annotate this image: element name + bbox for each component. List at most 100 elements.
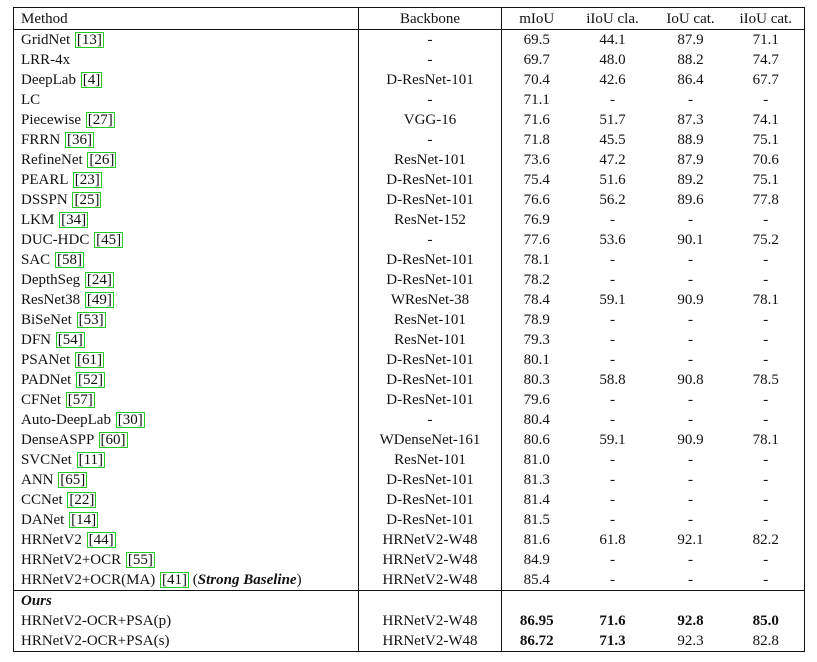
citation-ref[interactable]: [23] [72, 172, 102, 188]
cell-iiou-cla: - [610, 92, 615, 108]
cell-miou: 69.7 [501, 50, 572, 70]
citation-ref[interactable]: [60] [98, 432, 128, 448]
cell-iiou-cla: - [610, 352, 615, 368]
cell-backbone: HRNetV2-W48 [358, 530, 502, 550]
cell-miou: 77.6 [501, 230, 572, 250]
citation-ref[interactable]: [53] [76, 312, 106, 328]
citation-ref[interactable]: [55] [125, 552, 155, 568]
cell-method: RefineNet [26] [13, 150, 359, 170]
table-row: PEARL [23] D-ResNet-101 75.4 51.6 89.2 75.1 [13, 170, 805, 190]
citation-ref[interactable]: [49] [84, 292, 114, 308]
cell-miou: 78.1 [501, 250, 572, 270]
citation-ref[interactable]: [52] [76, 372, 106, 388]
cell-iiou-cat: - [727, 470, 805, 490]
cell-iou-cat: 90.9 [677, 432, 704, 448]
citation-ref[interactable]: [54] [55, 332, 85, 348]
cell-miou: 85.4 [501, 570, 572, 591]
citation-ref[interactable]: [65] [58, 472, 88, 488]
cell-iiou-cla: 61.8 [599, 532, 626, 548]
citation-ref[interactable]: [14] [69, 512, 99, 528]
citation-number: 34 [66, 212, 82, 228]
citation-number: 41 [167, 572, 183, 588]
cell-method: HRNetV2+OCR(MA) [41] (Strong Baseline) [13, 570, 359, 591]
cell-iiou-cla: 71.3 [571, 631, 654, 652]
citation-number: 44 [93, 532, 109, 548]
citation-ref[interactable]: [24] [84, 272, 114, 288]
citation-number: 57 [72, 392, 88, 408]
citation-number: 55 [132, 552, 148, 568]
table-row: FRRN [36] -71.8 45.5 88.9 75.1 [13, 130, 805, 150]
citation-number: 14 [76, 512, 92, 528]
cell-iiou-cla: - [610, 392, 615, 408]
cell-iiou-cat: 74.7 [727, 50, 805, 70]
cell-method: DenseASPP [60] [13, 430, 359, 450]
citation-number: 58 [61, 252, 77, 268]
citation-ref[interactable]: [57] [65, 392, 95, 408]
cell-iou-cat: 88.2 [677, 52, 704, 68]
citation-ref[interactable]: [36] [64, 132, 94, 148]
cell-iou-cat: - [688, 492, 693, 508]
citation-ref[interactable]: [30] [115, 412, 145, 428]
table-row: CFNet [57] D-ResNet-101 79.6- - - [13, 390, 805, 410]
cell-miou: 86.72 [501, 631, 572, 652]
cell-backbone: WResNet-38 [358, 290, 502, 310]
cell-backbone: ResNet-101 [358, 450, 502, 470]
citation-ref[interactable]: [45] [94, 232, 124, 248]
citation-ref[interactable]: [41] [160, 572, 190, 588]
citation-ref[interactable]: [13] [74, 32, 104, 48]
cell-backbone: D-ResNet-101 [358, 470, 502, 490]
cell-iou-cat: 90.9 [677, 292, 704, 308]
table-row: ResNet38 [49] WResNet-38 78.4 59.1 90.9 78.1 [13, 290, 805, 310]
citation-ref[interactable]: [58] [54, 252, 84, 268]
method-name: SAC [21, 252, 51, 268]
cell-iiou-cla: 48.0 [599, 52, 626, 68]
cell-method: HRNetV2-OCR+PSA(s) [13, 631, 359, 652]
cell-method: DepthSeg [24] [13, 270, 359, 290]
cell-backbone: D-ResNet-101 [358, 270, 502, 290]
citation-ref[interactable]: [44] [86, 532, 116, 548]
cell-iiou-cla: 47.2 [599, 152, 626, 168]
table-row: DFN [54] ResNet-101 79.3- - - [13, 330, 805, 350]
header-backbone: Backbone [358, 7, 502, 30]
cell-iiou-cat: - [727, 390, 805, 410]
cell-iiou-cat: - [727, 270, 805, 290]
cell-method: PSANet [61] [13, 350, 359, 370]
cell-method: PEARL [23] [13, 170, 359, 190]
cell-iiou-cat: 75.2 [727, 230, 805, 250]
table-row: DeepLab [4] D-ResNet-101 70.4 42.6 86.4 67.7 [13, 70, 805, 90]
cell-backbone: - [358, 50, 502, 70]
cell-iiou-cat: 82.2 [727, 530, 805, 550]
cell-backbone: D-ResNet-101 [358, 170, 502, 190]
cell-method: LRR-4x [13, 50, 359, 70]
cell-miou: 81.4 [501, 490, 572, 510]
cell-empty [358, 590, 502, 611]
citation-ref[interactable]: [34] [59, 212, 89, 228]
citation-number: 60 [105, 432, 121, 448]
citation-ref[interactable]: [26] [87, 152, 117, 168]
citation-ref[interactable]: [22] [67, 492, 97, 508]
citation-ref[interactable]: [11] [76, 452, 106, 468]
cell-miou: 69.5 [501, 29, 572, 50]
cell-miou: 78.9 [501, 310, 572, 330]
table-row: HRNetV2+OCR(MA) [41] (Strong Baseline) HR… [13, 570, 805, 591]
citation-number: 22 [74, 492, 90, 508]
citation-ref[interactable]: [4] [80, 72, 103, 88]
table-row: LC -71.1- - - [13, 90, 805, 110]
citation-number: 4 [87, 72, 96, 88]
cell-backbone: - [358, 410, 502, 430]
table-row: HRNetV2 [44] HRNetV2-W48 81.6 61.8 92.1 82.2 [13, 530, 805, 550]
method-name: LC [21, 92, 41, 108]
cell-backbone: D-ResNet-101 [358, 70, 502, 90]
cell-miou: 81.5 [501, 510, 572, 530]
citation-number: 23 [79, 172, 95, 188]
cell-iiou-cla: 56.2 [599, 192, 626, 208]
cell-iou-cat: - [688, 452, 693, 468]
citation-ref[interactable]: [25] [72, 192, 102, 208]
method-name: DSSPN [21, 192, 68, 208]
cell-method: CCNet [22] [13, 490, 359, 510]
citation-ref[interactable]: [61] [74, 352, 104, 368]
cell-iiou-cla: - [610, 572, 615, 588]
citation-ref[interactable]: [27] [85, 112, 115, 128]
cell-method: DeepLab [4] [13, 70, 359, 90]
cell-backbone: ResNet-152 [358, 210, 502, 230]
